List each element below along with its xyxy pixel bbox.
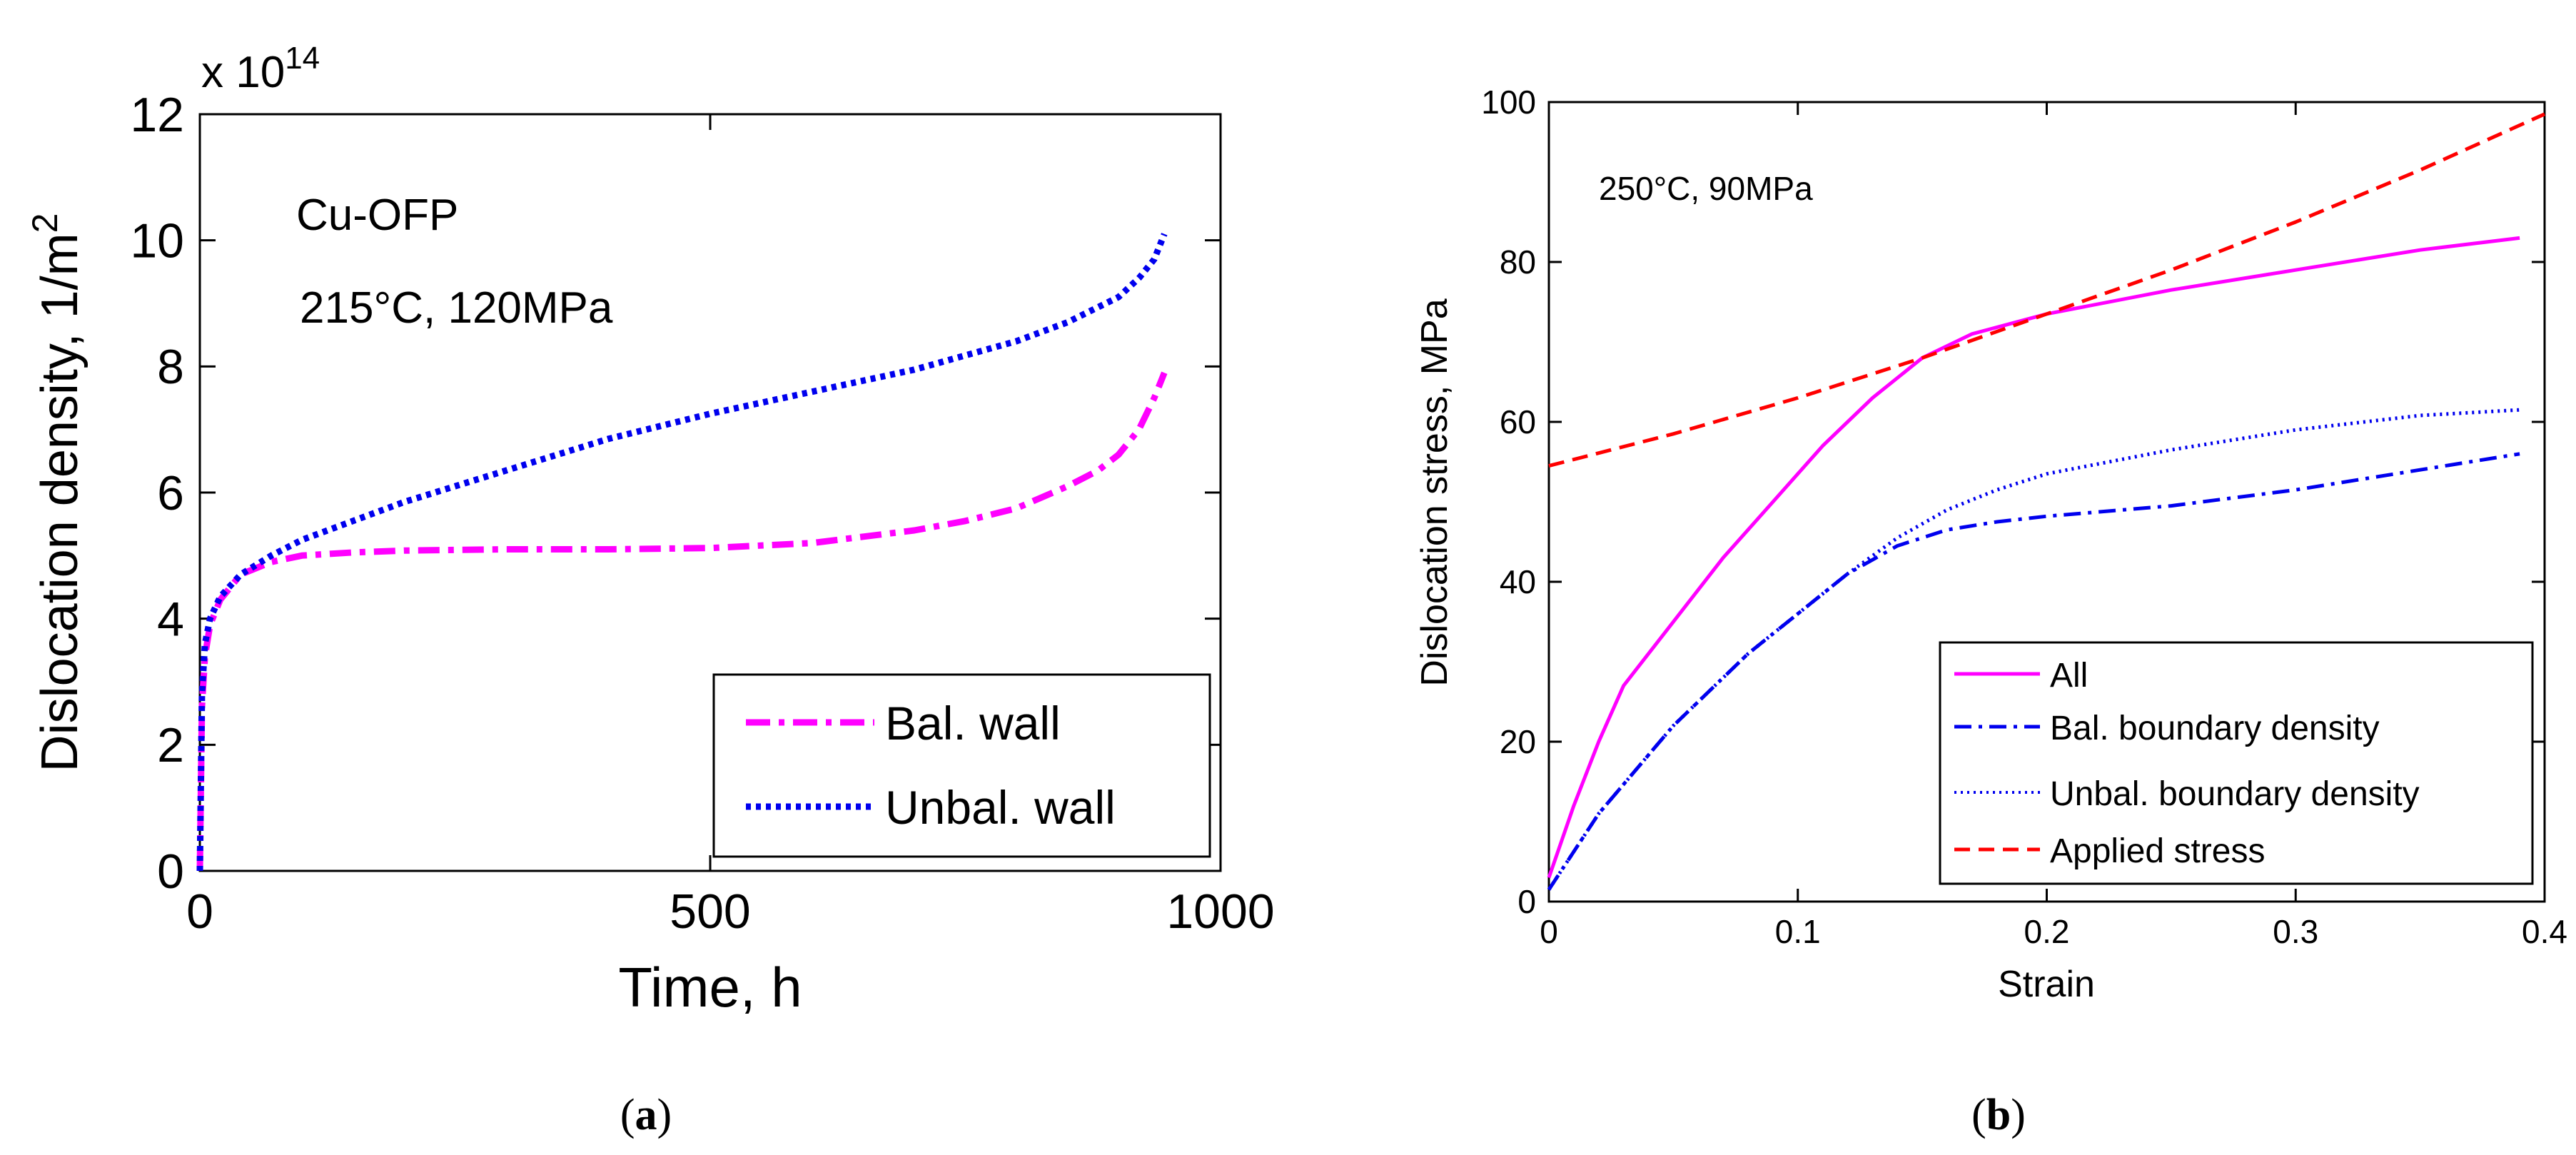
- legend-box: [1939, 641, 2534, 885]
- legend-label-unbal-wall: Unbal. wall: [885, 781, 1116, 834]
- annotation-material: Cu-OFP: [296, 191, 458, 240]
- x-tick-label: 1000: [1166, 884, 1274, 939]
- legend-box: [712, 673, 1211, 858]
- caption-b: (b): [1971, 1091, 2026, 1139]
- caption-a-close: ): [657, 1091, 672, 1139]
- x-tick-label: 0: [1540, 913, 1558, 950]
- y-axis-label: Dislocation density, 1/m2: [25, 213, 89, 772]
- caption-b-close: ): [2011, 1091, 2026, 1139]
- x-tick-label: 0.4: [2522, 913, 2567, 950]
- caption-b-open: (: [1971, 1091, 1986, 1139]
- x-tick-label: 0.3: [2273, 913, 2318, 950]
- y-tick-label: 0: [157, 844, 184, 899]
- y-axis-label: Dislocation stress, MPa: [1414, 298, 1455, 686]
- y-multiplier-label: x 1014: [201, 41, 320, 97]
- y-tick-label: 10: [130, 213, 184, 268]
- caption-a: (a): [620, 1091, 672, 1139]
- caption-a-letter: a: [635, 1091, 657, 1139]
- series-lines: [1547, 112, 2546, 891]
- y-tick-label: 100: [1481, 84, 1536, 121]
- y-tick-label: 80: [1500, 243, 1536, 281]
- x-axis-label: Time, h: [618, 956, 802, 1019]
- y-tick-label: 12: [130, 88, 184, 142]
- y-axis-label-main: Dislocation density, 1/m: [31, 233, 89, 772]
- y-axis-label-exponent: 2: [25, 213, 65, 233]
- legend: All Bal. boundary density Unbal. boundar…: [1939, 641, 2534, 885]
- series-line-all: [1547, 236, 2520, 879]
- x-axis-label: Strain: [1998, 964, 2095, 1005]
- y-multiplier-prefix: x 10: [201, 48, 285, 97]
- x-tick-label: 500: [670, 884, 750, 939]
- y-tick-label: 4: [157, 592, 184, 646]
- annotation-conditions: 215°C, 120MPa: [300, 283, 613, 333]
- caption-b-letter: b: [1986, 1091, 2011, 1139]
- series-line-applied-stress: [1548, 112, 2546, 468]
- y-tick-label: 0: [1517, 883, 1536, 920]
- y-tick-label: 60: [1500, 403, 1536, 440]
- legend-label-bal-wall: Bal. wall: [885, 697, 1061, 750]
- panel-a-chart: 0 500 1000 0 2 4 6 8 10 12 x 1014 Cu-OFP 215°C, 1…: [25, 41, 1275, 1139]
- axis-ticks: 0 0.1 0.2 0.3 0.4 0 20 40 60 80 100: [1481, 84, 2567, 950]
- x-tick-label: 0.2: [2024, 913, 2070, 950]
- legend-label-applied-stress: Applied stress: [2050, 832, 2265, 870]
- series-lines: [196, 233, 1168, 872]
- series-line-bal-wall: [196, 371, 1168, 872]
- y-multiplier-exponent: 14: [285, 41, 320, 76]
- legend-label-all: All: [2050, 657, 2088, 695]
- y-tick-label: 2: [157, 718, 184, 772]
- series-line-unbal-wall: [196, 233, 1168, 872]
- x-tick-label: 0.1: [1775, 913, 1821, 950]
- y-tick-label: 40: [1500, 563, 1536, 600]
- x-tick-label: 0: [186, 884, 213, 939]
- annotation-conditions: 250°C, 90MPa: [1599, 170, 1813, 207]
- axis-ticks: 0 500 1000 0 2 4 6 8 10 12: [130, 88, 1274, 939]
- series-line-bal-boundary-density: [1547, 452, 2520, 891]
- caption-a-open: (: [620, 1091, 635, 1139]
- legend: Bal. wall Unbal. wall: [712, 673, 1211, 858]
- legend-label-bal-boundary: Bal. boundary density: [2050, 710, 2380, 747]
- y-tick-label: 20: [1500, 723, 1536, 760]
- y-tick-label: 8: [157, 340, 184, 394]
- y-tick-label: 6: [157, 466, 184, 520]
- legend-label-unbal-boundary: Unbal. boundary density: [2050, 775, 2420, 813]
- series-line-unbal-boundary-density: [1547, 408, 2520, 891]
- panel-b-chart: 0 0.1 0.2 0.3 0.4 0 20 40 60 80 100 250°C, 90MPa S…: [1414, 84, 2567, 1139]
